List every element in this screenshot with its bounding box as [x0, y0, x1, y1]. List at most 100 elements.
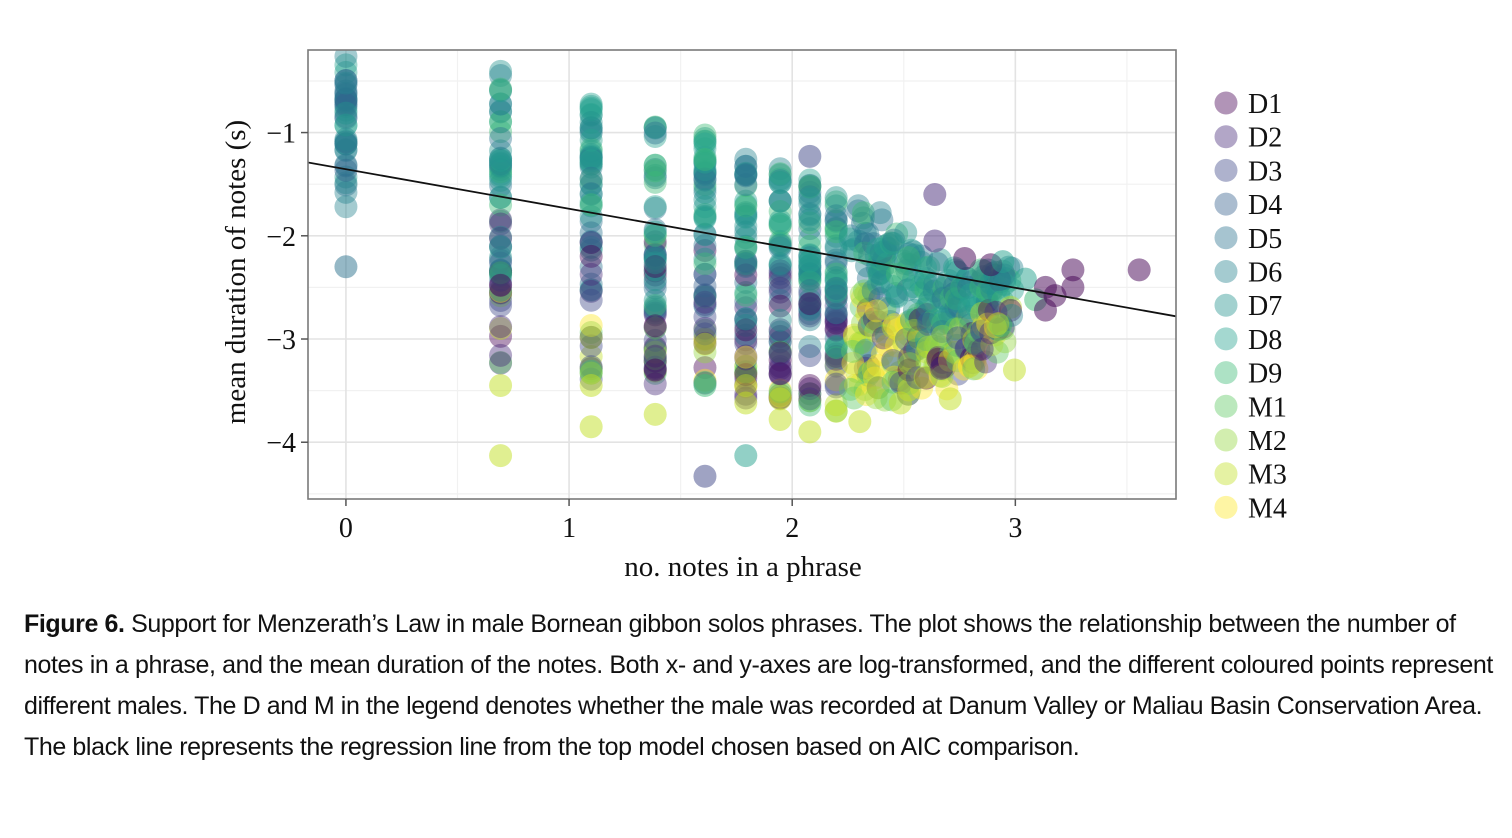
data-point [734, 193, 758, 217]
caption-text: Support for Menzerath’s Law in male Born… [24, 610, 1493, 761]
data-point [850, 286, 874, 310]
data-point [903, 339, 927, 363]
legend-label: D4 [1248, 190, 1282, 221]
data-point [489, 261, 513, 285]
scatter-plot: 0 1 2 3 −1 −2 −3 −4 no. notes in a phrase mean … [220, 49, 1287, 583]
legend-key [1214, 361, 1238, 385]
data-point [798, 279, 822, 303]
data-point [489, 259, 513, 283]
data-point [824, 280, 848, 304]
data-point [824, 346, 848, 370]
data-point [798, 292, 822, 316]
data-point [798, 185, 822, 209]
data-point [856, 354, 880, 378]
data-point [768, 167, 792, 191]
data-point [934, 273, 958, 297]
data-point [922, 308, 946, 332]
caption-label: Figure 6. [24, 610, 125, 638]
data-point [824, 277, 848, 301]
data-point [734, 354, 758, 378]
data-point [489, 234, 513, 258]
data-point [933, 307, 957, 331]
data-point [850, 211, 874, 235]
data-point [933, 355, 957, 379]
data-point [967, 338, 991, 362]
data-point [970, 301, 994, 325]
data-point [868, 262, 892, 286]
data-point [923, 229, 947, 253]
data-point [579, 279, 603, 303]
data-point [894, 313, 918, 337]
data-point [334, 87, 358, 111]
data-point [489, 79, 513, 103]
data-point [853, 340, 877, 364]
data-point [824, 224, 848, 248]
data-point [579, 152, 603, 176]
data-point [963, 349, 987, 373]
data-point [870, 270, 894, 294]
data-point [798, 264, 822, 288]
data-point [866, 237, 890, 261]
data-point [489, 158, 513, 182]
data-point [863, 366, 887, 390]
data-point [734, 360, 758, 384]
data-point [643, 337, 667, 361]
data-point [734, 263, 758, 287]
data-point [960, 321, 984, 345]
data-point [693, 167, 717, 191]
data-point [768, 308, 792, 332]
data-point [693, 233, 717, 257]
data-point [579, 116, 603, 140]
data-point [843, 325, 867, 349]
data-point [862, 307, 886, 331]
data-point [838, 224, 862, 248]
data-point [798, 258, 822, 282]
data-point [734, 347, 758, 371]
data-point [643, 297, 667, 321]
data-point [334, 154, 358, 178]
data-point [976, 312, 1000, 336]
y-tick-label: −4 [266, 428, 296, 459]
data-point [579, 193, 603, 217]
data-point [768, 348, 792, 372]
data-point [693, 316, 717, 340]
data-point [824, 311, 848, 335]
data-point [798, 253, 822, 277]
data-point [693, 305, 717, 329]
data-point [897, 246, 921, 270]
data-point [954, 337, 978, 361]
data-point [489, 278, 513, 302]
data-point [734, 189, 758, 213]
data-point [334, 73, 358, 97]
data-point [851, 201, 875, 225]
data-point [901, 268, 925, 292]
data-point [693, 158, 717, 182]
legend-label: M1 [1248, 392, 1287, 423]
data-point [489, 99, 513, 123]
data-point [768, 170, 792, 194]
data-point [579, 152, 603, 176]
data-point [693, 123, 717, 147]
data-point [579, 244, 603, 268]
data-point [489, 110, 513, 134]
data-point [855, 302, 879, 326]
data-point [892, 267, 916, 291]
x-tick-label: 1 [562, 513, 576, 544]
data-point [693, 173, 717, 197]
data-point [579, 190, 603, 214]
legend-label: D2 [1248, 123, 1282, 154]
data-point [957, 296, 981, 320]
data-point [846, 199, 870, 223]
data-point [914, 277, 938, 301]
data-point [734, 154, 758, 178]
legend-key [1214, 91, 1238, 115]
data-point [643, 159, 667, 183]
data-point [824, 344, 848, 368]
data-point [489, 154, 513, 178]
data-point [857, 361, 881, 385]
data-point [768, 200, 792, 224]
data-point [693, 328, 717, 352]
data-point [693, 132, 717, 156]
data-point [944, 287, 968, 311]
data-point [579, 173, 603, 197]
